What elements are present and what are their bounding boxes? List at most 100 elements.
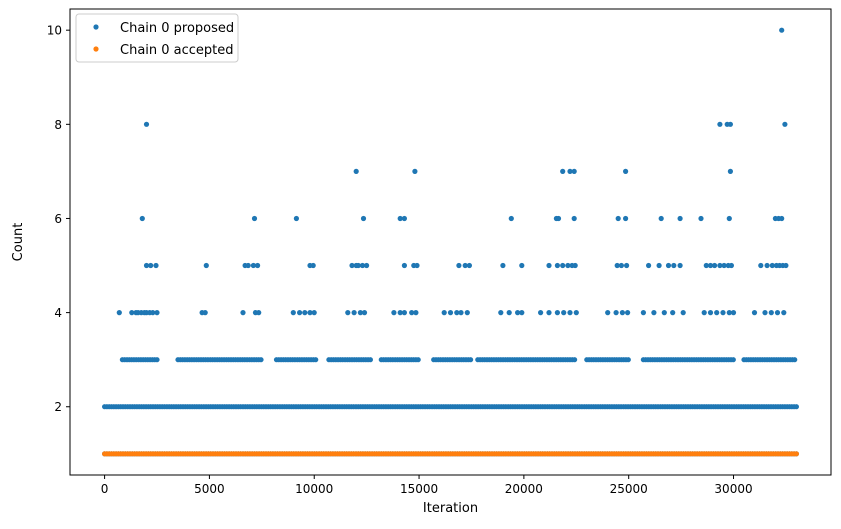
data-point (783, 262, 789, 269)
data-point (397, 310, 403, 316)
data-point (605, 310, 611, 316)
legend-label-proposed: Chain 0 proposed (120, 21, 234, 36)
legend-box (75, 13, 239, 63)
legend-marker-proposed (93, 24, 99, 30)
data-point (565, 262, 571, 269)
data-point (302, 310, 308, 316)
y-tick-label: 4 (54, 306, 62, 320)
data-point (546, 310, 552, 316)
data-point (717, 121, 723, 127)
data-point (792, 357, 798, 363)
data-point (441, 310, 447, 316)
data-point (415, 357, 421, 363)
data-point (116, 310, 122, 316)
x-axis-label: Iteration (423, 501, 478, 516)
data-point (769, 262, 775, 269)
data-point (251, 215, 258, 222)
data-point (515, 310, 521, 316)
data-point (397, 215, 403, 222)
data-point (613, 310, 619, 316)
data-point (793, 451, 800, 457)
data-point (401, 262, 407, 269)
data-point (665, 262, 672, 269)
data-point (506, 310, 512, 316)
data-point (671, 262, 677, 269)
data-point (762, 310, 768, 316)
data-point (555, 215, 562, 222)
data-point (143, 121, 150, 127)
data-point (454, 310, 460, 316)
x-tick-label: 20000 (505, 482, 543, 496)
data-point (129, 310, 135, 316)
data-point (781, 310, 787, 316)
data-point (677, 262, 683, 269)
data-point (571, 168, 577, 174)
data-point (353, 168, 359, 174)
y-axis-label: Count (11, 223, 26, 262)
legend-label-accepted: Chain 0 accepted (120, 43, 234, 58)
data-point (154, 310, 160, 316)
data-point (730, 310, 737, 316)
data-point (567, 310, 573, 316)
data-point (401, 310, 407, 316)
data-point (658, 215, 664, 222)
data-point (290, 310, 296, 316)
data-point (148, 262, 154, 269)
data-point (349, 262, 355, 269)
data-point (258, 357, 264, 363)
data-point (712, 262, 718, 269)
data-point (774, 310, 781, 316)
data-point (717, 262, 723, 269)
data-point (355, 262, 361, 269)
data-point (154, 357, 160, 363)
data-point (571, 215, 577, 222)
data-point (572, 262, 578, 269)
data-point (498, 310, 504, 316)
data-point (560, 262, 566, 269)
data-point (567, 168, 573, 174)
data-point (139, 215, 145, 222)
data-point (560, 168, 566, 174)
data-point (414, 262, 420, 269)
data-point (143, 262, 150, 269)
data-point (707, 310, 714, 316)
data-point (779, 27, 785, 33)
data-point (546, 262, 552, 269)
data-point (793, 404, 800, 410)
y-tick-label: 8 (54, 118, 62, 132)
data-point (782, 121, 788, 127)
data-point (572, 357, 578, 363)
data-point (698, 215, 704, 222)
data-point (680, 310, 686, 316)
data-point (615, 215, 621, 222)
data-point (256, 310, 262, 316)
data-point (361, 310, 368, 316)
data-point (150, 310, 156, 316)
data-point (624, 262, 630, 269)
data-point (310, 262, 316, 269)
data-point (614, 262, 620, 269)
data-point (255, 262, 261, 269)
x-tick-label: 30000 (714, 482, 752, 496)
data-point (359, 262, 366, 269)
data-point (409, 310, 415, 316)
data-point (519, 262, 525, 269)
data-point (623, 168, 629, 174)
x-tick-label: 0 (101, 482, 109, 496)
data-point (554, 262, 561, 269)
data-point (764, 262, 770, 269)
data-point (367, 357, 373, 363)
data-point (447, 310, 454, 316)
data-point (758, 262, 764, 269)
plot-area-frame (69, 8, 832, 476)
data-point (779, 215, 785, 222)
x-tick-label: 5000 (194, 482, 225, 496)
data-point (456, 262, 462, 269)
legend: Chain 0 proposed Chain 0 accepted (75, 13, 239, 63)
data-point (364, 262, 370, 269)
data-point (313, 357, 319, 363)
data-point (250, 262, 256, 269)
data-point (751, 310, 758, 316)
data-point (311, 310, 317, 316)
